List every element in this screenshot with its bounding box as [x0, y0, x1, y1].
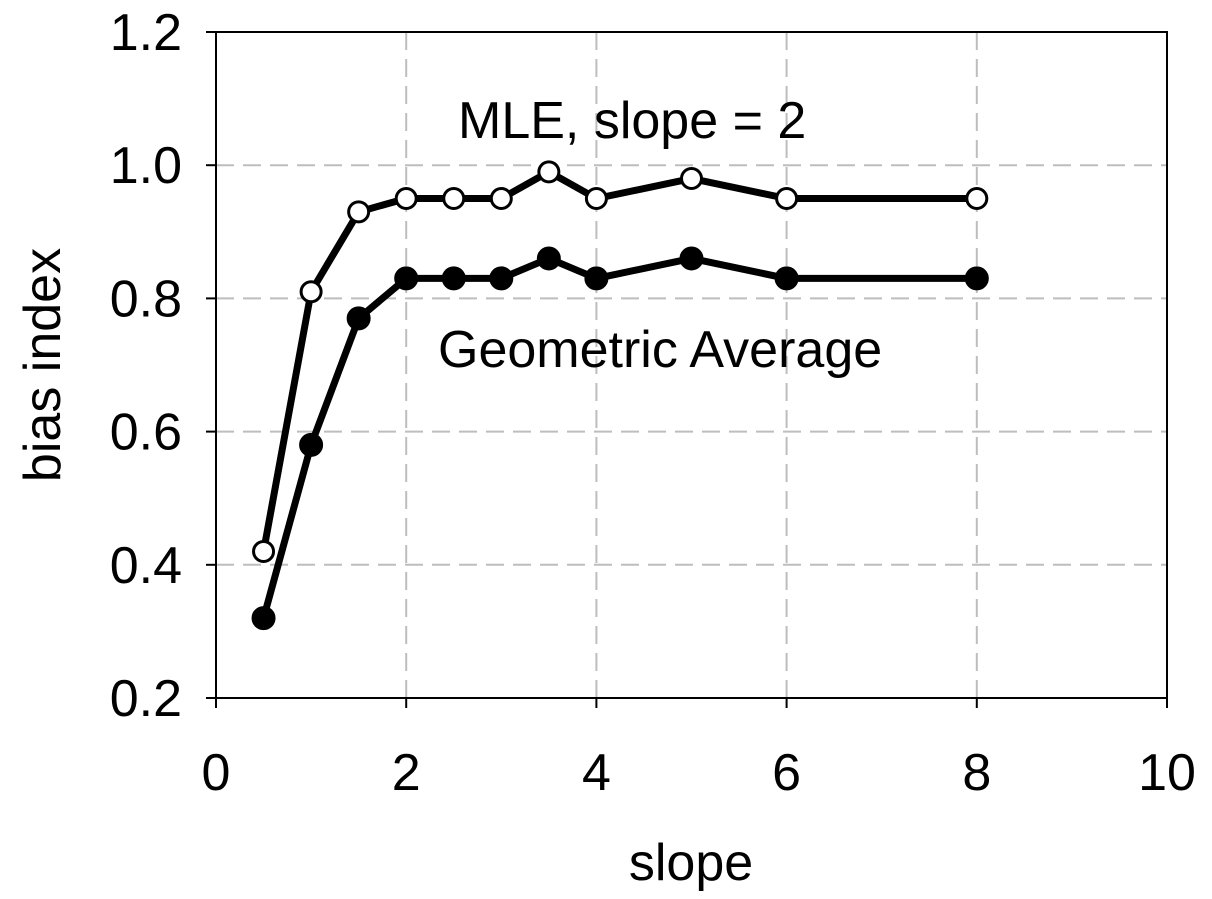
data-point-geometric-average — [774, 266, 799, 291]
data-point-mle-slope-2 — [442, 187, 466, 210]
x-tick-label: 6 — [772, 744, 801, 802]
data-point-geometric-average — [251, 606, 276, 631]
data-point-mle-slope-2 — [680, 167, 703, 191]
data-point-mle-slope-2 — [537, 160, 561, 184]
x-tick-label: 4 — [582, 744, 611, 802]
data-point-geometric-average — [964, 266, 989, 291]
data-point-mle-slope-2 — [347, 200, 371, 224]
tick-labels: 0 2 4 6 8 10 0.2 0.4 0.6 0.8 1.0 1.2 — [110, 4, 1196, 802]
data-point-geometric-average — [584, 266, 609, 291]
data-point-geometric-average — [346, 306, 371, 331]
data-point-mle-slope-2 — [489, 187, 513, 210]
plot-frame — [215, 31, 1168, 699]
y-tick-label: 0.6 — [110, 404, 182, 462]
series — [251, 160, 989, 631]
data-point-geometric-average — [489, 266, 514, 291]
data-point-geometric-average — [441, 266, 466, 291]
data-point-mle-slope-2 — [394, 187, 418, 210]
y-tick-label: 1.2 — [110, 4, 182, 62]
y-tick-label: 1.0 — [110, 137, 182, 195]
y-tick-label: 0.4 — [110, 537, 182, 595]
data-point-geometric-average — [394, 266, 419, 291]
grid — [216, 32, 1167, 698]
axis-ticks — [206, 31, 1168, 708]
y-axis-title: bias index — [14, 248, 72, 482]
data-point-geometric-average — [299, 432, 324, 457]
data-point-mle-slope-2 — [584, 187, 608, 210]
x-tick-label: 10 — [1138, 744, 1196, 802]
data-point-mle-slope-2 — [775, 187, 799, 210]
series-label-mle: MLE, slope = 2 — [458, 92, 806, 150]
data-point-mle-slope-2 — [965, 187, 989, 210]
data-point-geometric-average — [536, 246, 561, 271]
data-point-mle-slope-2 — [299, 280, 323, 304]
x-tick-label: 8 — [962, 744, 991, 802]
data-point-geometric-average — [679, 246, 704, 271]
x-tick-label: 2 — [392, 744, 421, 802]
y-tick-label: 0.8 — [110, 270, 182, 328]
data-point-mle-slope-2 — [252, 539, 276, 563]
y-tick-label: 0.2 — [110, 670, 182, 728]
x-tick-label: 0 — [202, 744, 231, 802]
series-label-geometric-average: Geometric Average — [438, 321, 882, 379]
x-axis-title: slope — [629, 834, 753, 892]
